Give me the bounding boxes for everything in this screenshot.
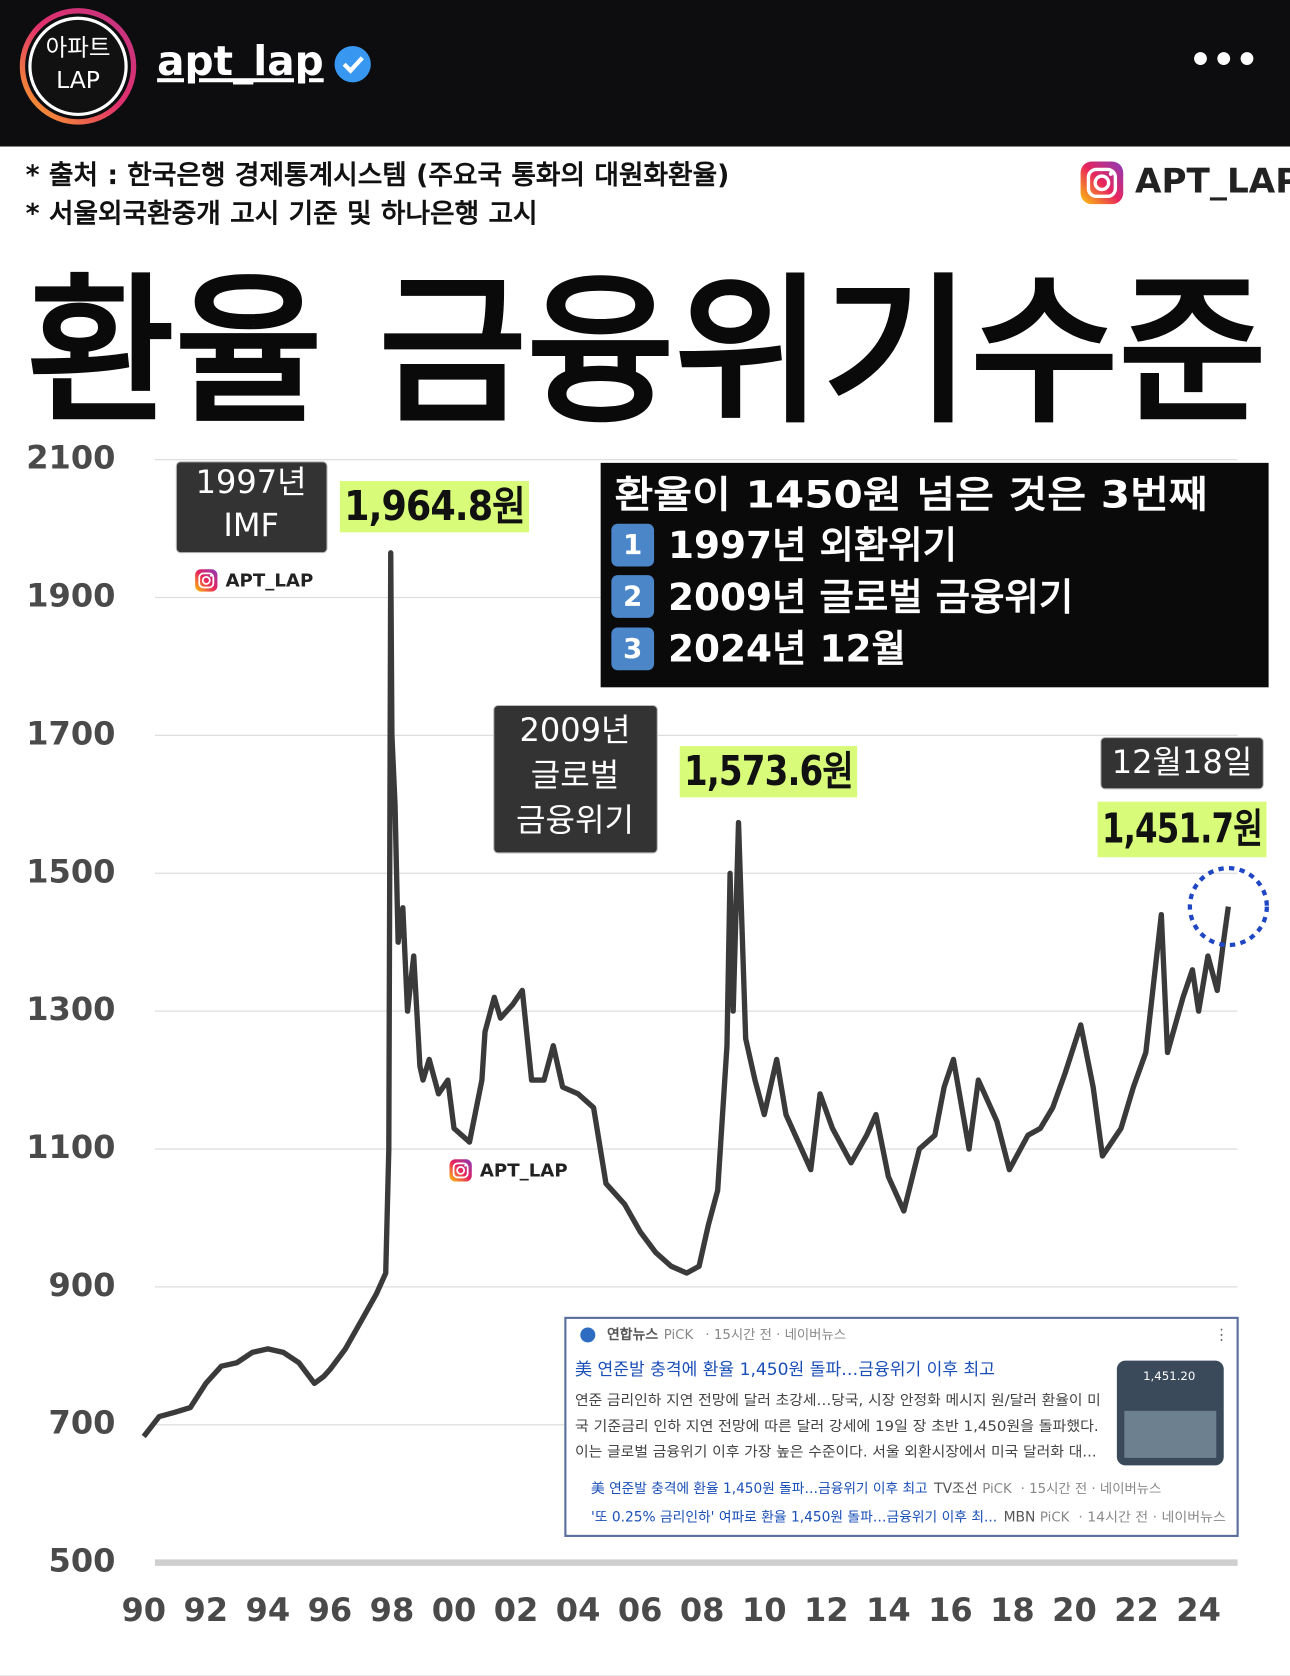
info-box: 환율이 1450원 넘은 것은 3번째 1 1997년 외환위기 2 2009년…: [600, 462, 1269, 688]
avatar[interactable]: [28, 16, 128, 117]
annotation: 2009년 글로벌 금융위기: [493, 704, 658, 854]
news-tag: PiCK: [664, 1328, 695, 1343]
news-related-source: MBN: [1004, 1510, 1036, 1526]
news-meta: · 14시간 전 · 네이버뉴스: [1078, 1510, 1225, 1526]
avatar-ring[interactable]: [19, 8, 137, 125]
x-tick-label: 24: [1176, 1591, 1221, 1629]
y-tick-label: 2100: [26, 439, 115, 477]
x-tick-label: 18: [990, 1591, 1035, 1629]
news-snippet: 국 기준금리 인하 지연 전망에 따른 달러 강세에 19일 장 초반 1,45…: [575, 1418, 1099, 1435]
y-tick-label: 1500: [26, 852, 115, 890]
news-thumbnail-detail: [1124, 1410, 1217, 1458]
news-headline[interactable]: 美 연준발 충격에 환율 1,450원 돌파…금융위기 이후 최고: [575, 1360, 995, 1380]
x-tick-label: 96: [308, 1591, 353, 1629]
news-snippet: 이는 글로벌 금융위기 이후 가장 높은 수준이다. 서울 외환시장에서 미국 …: [575, 1444, 1097, 1461]
news-tag: PiCK: [982, 1482, 1013, 1497]
source-note: * 서울외국환중개 고시 기준 및 하나은행 고시: [26, 198, 538, 229]
annotation-text: IMF: [223, 506, 279, 544]
info-title: 환율이 1450원 넘은 것은 3번째: [615, 473, 1208, 517]
watermark: APT_LAP: [480, 1160, 568, 1181]
annotation: 1997년 IMF: [175, 461, 328, 554]
y-tick-label: 900: [49, 1266, 116, 1304]
y-tick-label: 700: [49, 1404, 116, 1442]
info-number: 1: [623, 528, 642, 561]
source-note: * 출처 : 한국은행 경제통계시스템 (주요국 통화의 대원화환율): [26, 160, 730, 191]
news-snippet: 연준 금리인하 지연 전망에 달러 초강세…당국, 시장 안정화 메시지 원/달…: [575, 1392, 1101, 1409]
x-tick-label: 08: [680, 1591, 725, 1629]
news-tag: PiCK: [1040, 1511, 1071, 1526]
username[interactable]: apt_lap: [157, 37, 324, 85]
info-number: 2: [623, 580, 642, 613]
avatar-text: 아파트: [46, 34, 111, 62]
news-meta: · 15시간 전 · 네이버뉴스: [1021, 1481, 1162, 1497]
header-bar: [0, 0, 1290, 147]
watermark: APT_LAP: [226, 570, 314, 591]
x-tick-label: 90: [121, 1591, 166, 1629]
value-label-bg: [679, 746, 858, 798]
verified-badge: [334, 46, 371, 83]
more-menu[interactable]: •••: [1189, 38, 1259, 81]
value-label-bg: [1097, 801, 1267, 858]
x-tick-label: 06: [618, 1591, 663, 1629]
news-source: 연합뉴스: [607, 1326, 658, 1343]
y-tick-label: 1300: [26, 990, 115, 1028]
info-item: 2024년 12월: [668, 626, 906, 670]
news-card[interactable]: 연합뉴스 PiCK · 15시간 전 · 네이버뉴스 ⋮ 美 연준발 충격에 환…: [564, 1316, 1239, 1537]
x-tick-label: 16: [928, 1591, 973, 1629]
x-tick-label: 20: [1052, 1591, 1097, 1629]
annotation: 12월18일: [1100, 737, 1264, 790]
annotation-text: 12월18일: [1112, 743, 1253, 781]
x-tick-label: 92: [184, 1591, 229, 1629]
annotation-text: 금융위기: [516, 801, 634, 839]
x-tick-label: 98: [370, 1591, 415, 1629]
x-tick-label: 12: [804, 1591, 849, 1629]
value-label: 1,451.7원: [1102, 805, 1262, 853]
annotation-text: 2009년: [519, 711, 630, 749]
y-tick-label: 1900: [26, 577, 115, 615]
x-tick-label: 14: [866, 1591, 911, 1629]
x-tick-label: 94: [246, 1591, 291, 1629]
x-tick-label: 00: [432, 1591, 477, 1629]
news-menu[interactable]: ⋮: [1214, 1325, 1229, 1343]
annotation-text: 1997년: [196, 463, 307, 501]
x-tick-label: 02: [494, 1591, 539, 1629]
value-label: 1,573.6원: [684, 747, 853, 795]
watermark: APT_LAP: [1135, 161, 1290, 201]
news-related-title[interactable]: 美 연준발 충격에 환율 1,450원 돌파…금융위기 이후 최고: [591, 1481, 928, 1497]
x-tick-label: 04: [556, 1591, 601, 1629]
highlight-circle: [1187, 865, 1269, 948]
news-thumbnail-text: 1,451.20: [1143, 1369, 1195, 1383]
value-label-bg: [339, 481, 530, 533]
instagram-icon: [448, 1158, 473, 1183]
news-related-title[interactable]: '또 0.25% 금리인하' 여파로 환율 1,450원 돌파…금융위기 이후 …: [591, 1510, 997, 1526]
news-meta: · 15시간 전 · 네이버뉴스: [705, 1327, 846, 1343]
info-item: 1997년 외환위기: [668, 523, 957, 567]
news-related-source: TV조선: [933, 1481, 978, 1497]
y-tick-label: 1700: [26, 714, 115, 752]
instagram-icon: [1079, 160, 1125, 206]
avatar-text: LAP: [56, 66, 100, 94]
x-tick-label: 10: [742, 1591, 787, 1629]
post-title: 환율 금융위기수준: [27, 258, 1267, 445]
info-number: 3: [623, 632, 642, 665]
y-tick-label: 1100: [26, 1128, 115, 1166]
instagram-icon: [194, 568, 219, 593]
line-series: [141, 550, 1231, 1439]
info-item: 2009년 글로벌 금융위기: [668, 575, 1073, 619]
x-tick-label: 22: [1114, 1591, 1159, 1629]
annotation-text: 글로벌: [531, 756, 619, 794]
y-tick-label: 500: [49, 1542, 116, 1580]
value-label: 1,964.8원: [344, 482, 525, 530]
